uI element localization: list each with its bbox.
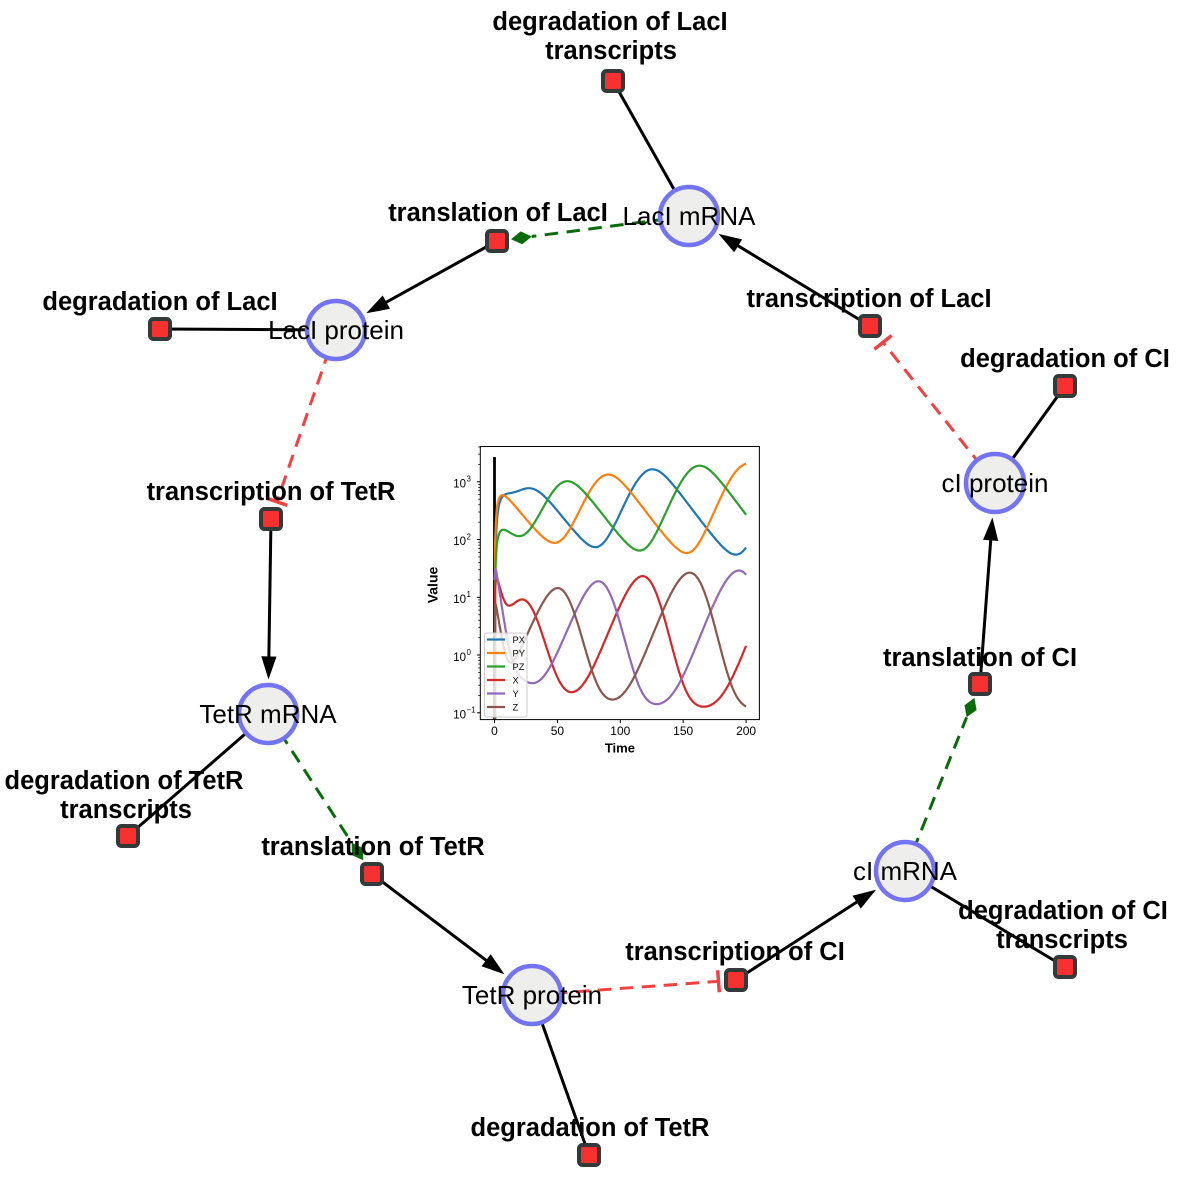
svg-text:200: 200 [736, 724, 756, 738]
svg-text:degradation of TetR: degradation of TetR [5, 767, 244, 795]
svg-text:transcription of LacI: transcription of LacI [746, 285, 991, 313]
svg-text:PZ: PZ [513, 662, 525, 672]
svg-text:degradation of CI: degradation of CI [960, 345, 1170, 373]
svg-text:0: 0 [467, 648, 472, 657]
svg-text:translation of TetR: translation of TetR [261, 833, 484, 861]
svg-text:10: 10 [453, 710, 466, 722]
svg-text:3: 3 [467, 475, 472, 484]
svg-text:1: 1 [467, 590, 472, 599]
svg-text:transcripts: transcripts [545, 37, 677, 65]
svg-text:10: 10 [453, 479, 466, 491]
svg-text:transcripts: transcripts [60, 796, 192, 824]
svg-text:degradation of CI: degradation of CI [958, 897, 1168, 925]
svg-text:transcripts: transcripts [996, 926, 1128, 954]
svg-text:Time: Time [605, 741, 635, 756]
svg-text:cI mRNA: cI mRNA [853, 856, 958, 886]
svg-text:transcription of CI: transcription of CI [625, 938, 845, 966]
svg-text:PX: PX [513, 635, 525, 645]
svg-text:degradation of TetR: degradation of TetR [471, 1114, 710, 1142]
svg-text:PY: PY [513, 648, 525, 658]
svg-text:0: 0 [491, 724, 498, 738]
svg-text:Value: Value [425, 567, 441, 604]
svg-text:LacI mRNA: LacI mRNA [623, 201, 757, 231]
svg-text:cI protein: cI protein [942, 468, 1049, 498]
svg-text:−1: −1 [467, 706, 477, 715]
svg-text:degradation of LacI: degradation of LacI [492, 8, 727, 36]
svg-text:10: 10 [453, 652, 466, 664]
svg-text:2: 2 [467, 532, 472, 541]
svg-text:Z: Z [513, 702, 519, 712]
svg-text:X: X [513, 675, 519, 685]
svg-text:10: 10 [453, 536, 466, 548]
svg-text:TetR mRNA: TetR mRNA [199, 699, 337, 729]
svg-text:TetR protein: TetR protein [462, 980, 602, 1010]
svg-text:transcription of TetR: transcription of TetR [147, 478, 396, 506]
svg-text:100: 100 [610, 724, 630, 738]
svg-text:translation of CI: translation of CI [883, 644, 1077, 672]
svg-text:150: 150 [673, 724, 693, 738]
svg-text:50: 50 [551, 724, 565, 738]
svg-text:LacI protein: LacI protein [268, 315, 404, 345]
svg-text:10: 10 [453, 594, 466, 606]
svg-text:Y: Y [513, 689, 519, 699]
svg-text:translation of LacI: translation of LacI [388, 199, 608, 227]
svg-text:degradation of LacI: degradation of LacI [42, 288, 277, 316]
